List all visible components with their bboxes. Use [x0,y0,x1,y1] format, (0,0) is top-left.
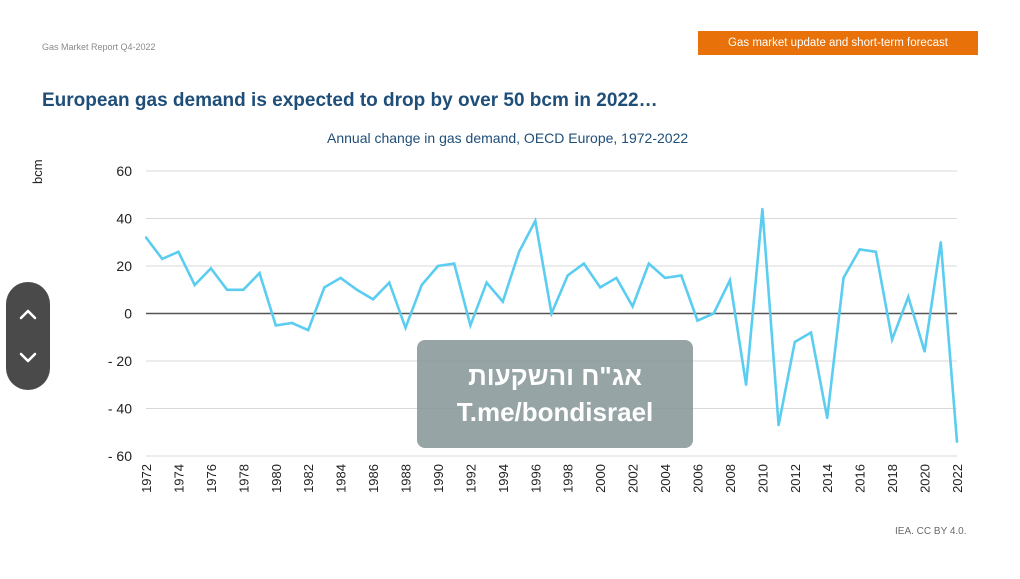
x-tick-label: 1996 [528,464,543,493]
data-point [923,350,926,353]
x-tick-label: 1984 [334,464,349,493]
data-point [890,338,894,341]
data-point [534,219,537,223]
x-tick-label: 1992 [463,464,478,493]
data-point [274,324,277,327]
y-tick-label: - 60 [108,448,132,464]
y-tick-label: 0 [124,306,132,322]
data-point [225,288,229,291]
data-point [663,276,667,280]
y-tick-label: 60 [116,163,132,179]
data-point [193,283,196,287]
x-tick-label: 1980 [269,464,284,493]
section-badge: Gas market update and short-term forecas… [698,31,978,55]
data-point [144,236,148,239]
x-tick-label: 1982 [301,464,316,493]
x-tick-label: 1990 [431,464,446,493]
data-point [323,286,326,289]
x-tick-label: 1972 [139,464,154,493]
data-point [436,264,440,268]
x-tick-label: 2016 [853,464,868,493]
x-tick-label: 2012 [788,464,803,493]
chevron-up-icon [19,309,37,320]
data-point [907,295,910,299]
watermark-line-1: אג"ח והשקעות [468,361,642,391]
data-point [242,288,245,291]
data-point [631,305,634,308]
data-point [388,281,391,284]
x-tick-label: 2002 [626,464,641,493]
data-point [420,283,423,287]
data-point [826,416,829,420]
credit-text: IEA. CC BY 4.0. [895,526,967,537]
scroll-down-button[interactable] [6,338,50,378]
chart-title: Annual change in gas demand, OECD Europe… [327,130,689,146]
page-headline: European gas demand is expected to drop … [42,90,658,111]
x-tick-label: 2010 [755,464,770,493]
x-tick-label: 2000 [593,464,608,493]
data-point [371,298,375,301]
data-point [615,276,618,280]
x-tick-label: 1974 [171,464,186,493]
scroll-control [6,282,50,390]
data-point [955,440,959,443]
data-point [209,267,213,270]
data-point [728,279,732,282]
watermark-overlay: אג"ח והשקעות T.me/bondisrael [417,340,693,448]
data-point [858,248,861,251]
data-point [290,321,294,325]
data-point [339,276,342,280]
data-point [469,324,472,327]
x-tick-label: 1988 [399,464,414,493]
y-tick-label: 20 [116,258,132,274]
data-point [453,262,456,265]
x-tick-label: 2004 [658,464,673,493]
data-point [501,300,504,303]
data-point [307,328,310,332]
x-tick-label: 2018 [885,464,900,493]
data-point [777,423,780,427]
data-point [647,262,650,265]
x-tick-label: 2014 [820,464,835,493]
data-point [599,286,602,289]
x-tick-label: 1976 [204,464,219,493]
data-point [761,207,764,211]
data-point [517,250,521,253]
report-label: Gas Market Report Q4-2022 [42,42,156,52]
data-point [404,326,407,329]
x-tick-label: 2006 [690,464,705,493]
data-point [566,274,569,277]
watermark-line-2: T.me/bondisrael [456,397,654,427]
data-point [485,281,488,284]
data-point [258,271,261,275]
y-tick-label: - 40 [108,401,132,417]
data-point [355,288,359,291]
data-point [582,262,586,265]
data-point [874,250,878,253]
x-tick-label: 1978 [236,464,251,493]
data-point [161,257,164,261]
x-tick-label: 1998 [561,464,576,493]
data-point [939,241,942,244]
data-point [793,340,796,344]
data-point [842,276,845,280]
y-tick-label: - 20 [108,353,132,369]
scroll-up-button[interactable] [6,294,50,334]
data-point [712,312,715,315]
data-point [680,274,683,277]
x-tick-label: 1986 [366,464,381,493]
x-tick-label: 2008 [723,464,738,493]
data-point [744,383,748,386]
x-tick-label: 1994 [496,464,511,493]
data-point [809,331,813,334]
x-tick-label: 2022 [950,464,965,493]
data-point [177,250,180,253]
x-tick-label: 2020 [918,464,933,493]
y-tick-label: 40 [116,211,132,227]
chevron-down-icon [19,352,37,363]
data-point [696,319,699,322]
data-point [550,312,553,315]
